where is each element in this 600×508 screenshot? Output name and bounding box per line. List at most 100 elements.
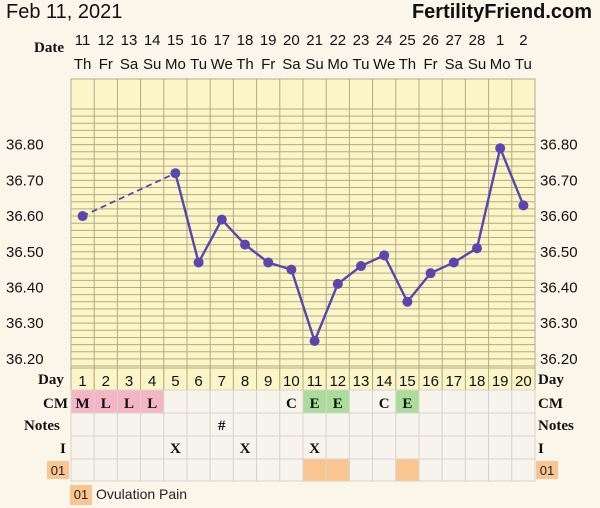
y-tick-label-right: 36.50 (540, 244, 578, 261)
intercourse-row-label: I (60, 441, 66, 457)
ovulation-pain-cell (325, 458, 350, 482)
weekday-label: Sa (282, 56, 301, 73)
notes-cell (140, 412, 165, 437)
notes-row-label: Notes (24, 418, 60, 434)
notes-cell (441, 412, 466, 437)
temperature-point[interactable] (495, 143, 506, 154)
day-number: 9 (264, 373, 272, 390)
intercourse-value: X (309, 441, 320, 457)
intercourse-row-label-right: I (538, 441, 544, 457)
day-number: 14 (376, 373, 393, 390)
chart-date-header: Feb 11, 2021 (6, 1, 123, 23)
day-number: 3 (125, 373, 133, 390)
ovulation-pain-cell (279, 458, 304, 482)
intercourse-value: X (240, 441, 251, 457)
day-number: 20 (515, 373, 532, 390)
date-label: 19 (260, 32, 277, 49)
intercourse-cell (70, 435, 95, 460)
weekday-label: We (211, 56, 233, 73)
date-label: 26 (422, 32, 439, 49)
notes-cell (511, 412, 536, 437)
date-label: 18 (237, 32, 254, 49)
ovulation-pain-cell (209, 458, 234, 482)
temperature-point[interactable] (193, 257, 204, 268)
cm-cell (441, 389, 466, 414)
temperature-point[interactable] (379, 250, 390, 261)
ovulation-pain-cell (70, 458, 95, 482)
weekday-label: Tu (353, 56, 370, 73)
temperature-line (475, 147, 502, 249)
ovulation-pain-cell (232, 458, 258, 482)
weekday-label: Tu (190, 56, 207, 73)
temperature-point[interactable] (518, 200, 529, 211)
day-number: 17 (445, 373, 462, 390)
cm-value: L (124, 396, 134, 412)
intercourse-cell (441, 435, 466, 460)
ovulation-pain-code-box-left (47, 461, 69, 479)
weekday-label: Su (143, 56, 161, 73)
intercourse-cell (140, 435, 165, 460)
temperature-point[interactable] (402, 296, 413, 307)
weekday-label: Mo (490, 56, 511, 73)
date-label: 25 (399, 32, 416, 49)
temperature-line-gap (82, 172, 176, 217)
intercourse-cell (418, 435, 443, 460)
cm-value: E (333, 396, 343, 412)
ovulation-pain-cell (186, 458, 211, 482)
temperature-point[interactable] (425, 268, 436, 279)
date-label: 23 (353, 32, 370, 49)
notes-cell (256, 412, 281, 437)
day-number: 7 (218, 373, 226, 390)
intercourse-cell (256, 435, 281, 460)
ovulation-pain-cell (348, 458, 374, 482)
day-number: 2 (102, 373, 110, 390)
day-number: 12 (329, 373, 346, 390)
day-number: 4 (148, 373, 156, 390)
temperature-point[interactable] (77, 211, 88, 222)
notes-cell (325, 412, 350, 437)
temperature-point[interactable] (472, 243, 482, 254)
date-label: 2 (519, 32, 527, 49)
day-number: 8 (241, 373, 249, 390)
ovulation-pain-code-box-right (536, 461, 558, 479)
notes-row-label-right: Notes (538, 418, 574, 434)
temperature-point[interactable] (286, 264, 297, 275)
temperature-point[interactable] (332, 278, 343, 289)
temperature-point[interactable] (263, 257, 274, 268)
date-label: 24 (376, 32, 393, 49)
y-tick-label-left: 36.60 (6, 208, 44, 225)
notes-cell (488, 412, 513, 437)
ovulation-pain-cell (441, 458, 466, 482)
date-label: 22 (329, 32, 346, 49)
y-tick-label-left: 36.80 (6, 137, 44, 154)
cm-cell (464, 389, 490, 414)
cm-cell (511, 389, 536, 414)
temperature-point[interactable] (448, 257, 459, 268)
weekday-label: Sa (445, 56, 464, 73)
weekday-label: Su (468, 56, 486, 73)
temperature-point[interactable] (216, 214, 227, 225)
weekday-label: Th (236, 56, 254, 73)
legend-swatch (70, 485, 92, 505)
temperature-point[interactable] (170, 168, 181, 179)
date-label: 27 (445, 32, 462, 49)
legend-label: Ovulation Pain (96, 486, 187, 502)
temperature-point[interactable] (356, 261, 366, 272)
intercourse-cell (372, 435, 397, 460)
cm-value: M (76, 396, 90, 412)
notes-cell (348, 412, 374, 437)
temperature-point[interactable] (309, 336, 320, 347)
weekday-label: Mo (165, 56, 186, 73)
intercourse-cell (209, 435, 234, 460)
temperature-line (383, 254, 409, 303)
temperature-point[interactable] (240, 239, 250, 250)
notes-cell (93, 412, 118, 437)
y-tick-label-left: 36.30 (6, 315, 44, 332)
notes-cell (302, 412, 327, 437)
temperature-line (290, 269, 316, 342)
weekday-label: We (373, 56, 395, 73)
day-number: 1 (78, 373, 86, 390)
intercourse-cell (464, 435, 490, 460)
day-number: 6 (194, 373, 202, 390)
ovulation-pain-cell (488, 458, 513, 482)
